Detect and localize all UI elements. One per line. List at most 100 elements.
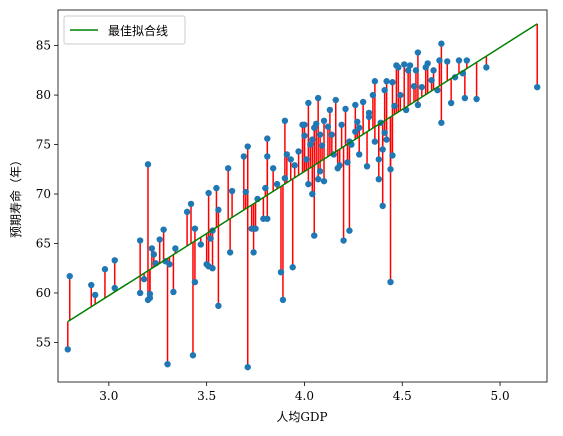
y-tick-label: 75: [36, 138, 51, 152]
y-axis: 55 60 65 70 75 80 85: [36, 39, 58, 349]
data-point: [166, 261, 173, 268]
data-point: [191, 225, 199, 232]
data-point: [64, 346, 71, 353]
data-point: [244, 363, 251, 371]
data-point: [160, 226, 167, 233]
data-point: [189, 352, 197, 359]
data-point: [363, 163, 371, 170]
data-point: [455, 57, 463, 64]
data-point: [414, 49, 422, 56]
data-point: [281, 117, 289, 125]
data-point: [401, 61, 408, 68]
plot-frame: [57, 9, 548, 383]
data-point: [289, 264, 296, 271]
data-point: [414, 101, 422, 109]
data-point: [240, 153, 248, 160]
data-point: [197, 241, 204, 248]
data-point: [344, 159, 351, 166]
data-point: [473, 95, 480, 103]
data-point: [436, 57, 443, 64]
data-point: [207, 235, 214, 242]
y-tick-label: 55: [36, 335, 51, 349]
data-point: [371, 78, 379, 85]
data-point: [287, 156, 294, 163]
data-point: [387, 278, 394, 286]
data-point: [389, 152, 396, 159]
data-point: [164, 360, 171, 368]
data-point: [215, 206, 222, 214]
data-point: [295, 148, 302, 155]
data-point: [359, 98, 367, 106]
data-point: [309, 190, 316, 198]
data-point: [111, 257, 118, 264]
data-point: [379, 146, 386, 153]
data-point: [305, 180, 312, 188]
data-point: [389, 79, 396, 86]
data-point: [316, 168, 324, 175]
data-point: [228, 187, 236, 195]
data-point: [438, 40, 445, 47]
data-point: [252, 225, 259, 232]
data-point: [224, 165, 232, 172]
data-point: [430, 67, 437, 74]
data-point: [277, 268, 285, 276]
legend: 最佳拟合线: [63, 15, 186, 45]
data-point: [264, 153, 271, 160]
data-point: [424, 60, 431, 67]
data-point: [461, 94, 469, 102]
data-point: [534, 83, 541, 91]
data-point: [352, 128, 359, 135]
data-point: [281, 174, 289, 182]
data-point: [330, 151, 337, 158]
data-point: [340, 237, 347, 244]
data-point: [183, 208, 191, 216]
data-point: [146, 290, 154, 298]
data-point: [148, 245, 156, 252]
y-tick-label: 85: [36, 39, 51, 53]
data-point: [101, 266, 109, 273]
data-point: [342, 105, 349, 113]
data-point: [250, 249, 257, 256]
data-point: [352, 101, 359, 109]
data-point: [88, 281, 95, 289]
data-point: [309, 136, 316, 143]
y-tick-label: 70: [36, 187, 51, 201]
data-point: [387, 166, 394, 173]
data-point: [262, 184, 269, 192]
data-point: [91, 291, 99, 299]
data-point: [111, 284, 118, 292]
data-point: [320, 177, 328, 185]
data-point: [395, 64, 402, 71]
data-point: [397, 91, 404, 99]
data-point: [144, 161, 152, 168]
data-point: [463, 57, 471, 64]
data-point: [375, 156, 382, 163]
fit-line-group: [67, 23, 538, 323]
data-point: [312, 120, 320, 127]
y-axis-label: 预期寿命（年）: [8, 154, 23, 238]
data-point: [320, 117, 328, 125]
data-point: [428, 77, 435, 84]
data-point: [318, 142, 326, 149]
data-point: [311, 232, 318, 239]
data-point: [381, 86, 388, 94]
data-point: [205, 189, 212, 197]
data-point: [172, 245, 179, 252]
data-point: [365, 109, 373, 117]
data-point: [356, 124, 363, 131]
data-point: [383, 78, 390, 85]
x-tick-label: 4.0: [295, 389, 314, 403]
data-point: [209, 265, 216, 272]
x-tick-label: 5.0: [491, 389, 510, 403]
x-tick-label: 3.5: [197, 389, 216, 403]
y-tick-label: 60: [36, 286, 51, 300]
data-point: [215, 302, 222, 310]
data-point: [305, 99, 312, 107]
data-point: [336, 162, 343, 169]
data-point: [264, 135, 271, 142]
data-point: [303, 156, 310, 163]
data-point: [324, 123, 332, 130]
data-point: [269, 165, 277, 172]
x-tick-label: 3.0: [99, 389, 118, 403]
